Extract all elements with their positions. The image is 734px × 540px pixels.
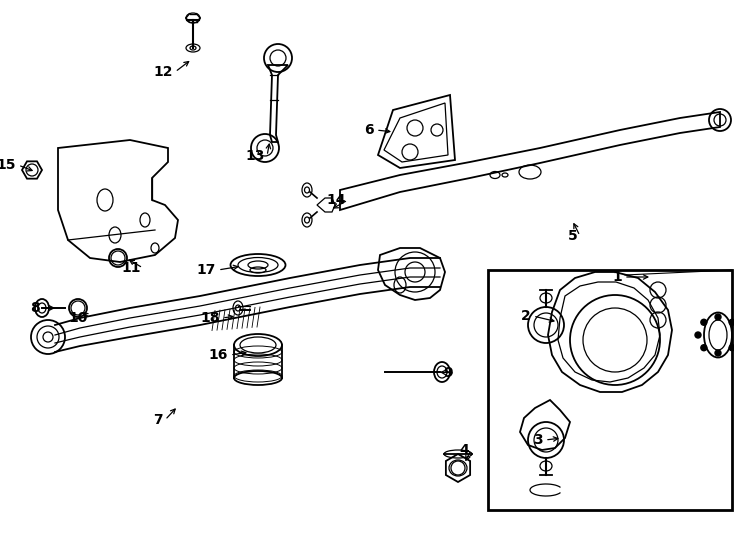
Text: 17: 17: [197, 263, 216, 277]
Text: 15: 15: [0, 158, 16, 172]
Text: 16: 16: [208, 348, 228, 362]
Text: 14: 14: [327, 193, 346, 207]
Text: 13: 13: [246, 149, 265, 163]
Circle shape: [701, 345, 707, 350]
Text: 11: 11: [122, 261, 141, 275]
Circle shape: [729, 319, 734, 325]
Circle shape: [715, 314, 721, 320]
Text: 7: 7: [153, 413, 163, 427]
Text: 9: 9: [443, 366, 453, 380]
Bar: [488, 270, 732, 510]
Text: 4: 4: [459, 443, 469, 457]
Circle shape: [715, 350, 721, 356]
Text: 10: 10: [68, 311, 88, 325]
Circle shape: [729, 345, 734, 350]
Circle shape: [695, 332, 701, 338]
Text: 3: 3: [534, 433, 543, 447]
Text: 5: 5: [568, 229, 578, 243]
Text: 12: 12: [153, 65, 173, 79]
Circle shape: [701, 319, 707, 325]
Text: 6: 6: [364, 123, 374, 137]
Text: 8: 8: [30, 301, 40, 315]
Text: 18: 18: [200, 311, 220, 325]
Text: 1: 1: [612, 270, 622, 284]
Text: 2: 2: [521, 309, 531, 323]
